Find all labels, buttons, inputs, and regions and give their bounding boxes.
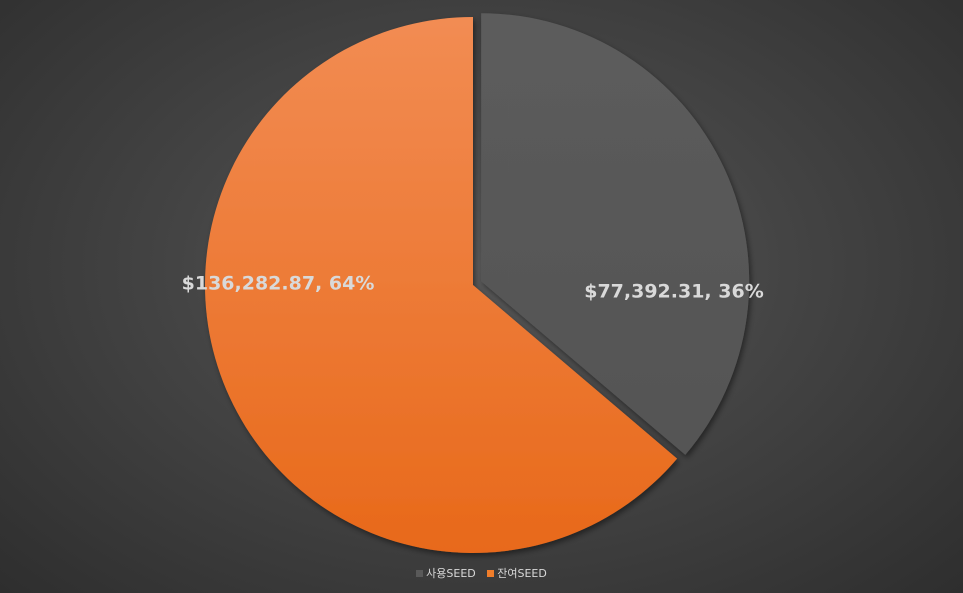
legend-label-used-seed: 사용SEED — [426, 567, 476, 580]
pie-slice-remaining-seed[interactable] — [204, 17, 678, 553]
legend-label-remaining-seed: 잔여SEED — [497, 567, 547, 580]
legend-swatch-used-seed — [416, 569, 424, 577]
legend-item-used-seed: 사용SEED — [416, 565, 476, 581]
legend-item-remaining-seed: 잔여SEED — [487, 565, 547, 581]
legend-swatch-remaining-seed — [487, 569, 495, 577]
data-label-remaining-seed: $136,282.87, 64% — [182, 273, 375, 295]
legend: 사용SEED 잔여SEED — [0, 565, 963, 581]
data-label-used-seed: $77,392.31, 36% — [584, 281, 764, 303]
pie-slice-used-seed[interactable] — [481, 13, 750, 455]
